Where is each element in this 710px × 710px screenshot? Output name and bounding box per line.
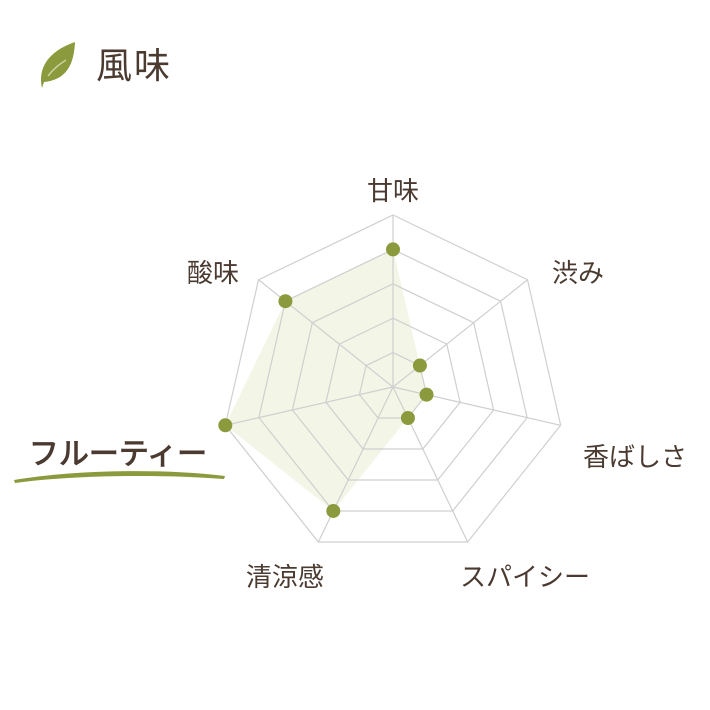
data-point	[419, 387, 434, 402]
grid-ring	[224, 214, 562, 543]
axis-label-acidity: 酸味	[186, 259, 240, 289]
axis-label-astringency: 渋み	[551, 259, 605, 289]
grid-ring	[325, 317, 461, 450]
grid-ring	[258, 248, 528, 512]
page-title: 風味	[96, 46, 173, 87]
axis-label-spicy: スパイシー	[459, 563, 591, 593]
axis-label-fruity: フルーティー	[28, 437, 208, 472]
leaf-icon	[41, 42, 75, 88]
axis-label-sweetness: 甘味	[366, 177, 420, 207]
grid-spoke	[225, 386, 394, 426]
grid-spoke	[392, 279, 528, 388]
data-point	[386, 242, 400, 257]
grid-spoke	[392, 386, 561, 426]
axis-label-roasted: 香ばしさ	[582, 443, 688, 473]
data-point	[326, 503, 341, 518]
data-point	[412, 358, 427, 373]
data-point	[278, 294, 293, 309]
grid-ring	[291, 283, 495, 481]
highlight-underline	[14, 471, 225, 483]
data-point	[218, 418, 233, 433]
grid-spoke	[392, 386, 469, 543]
axis-label-refreshing: 清涼感	[245, 563, 325, 593]
data-point	[400, 410, 415, 425]
data-area	[225, 249, 427, 511]
